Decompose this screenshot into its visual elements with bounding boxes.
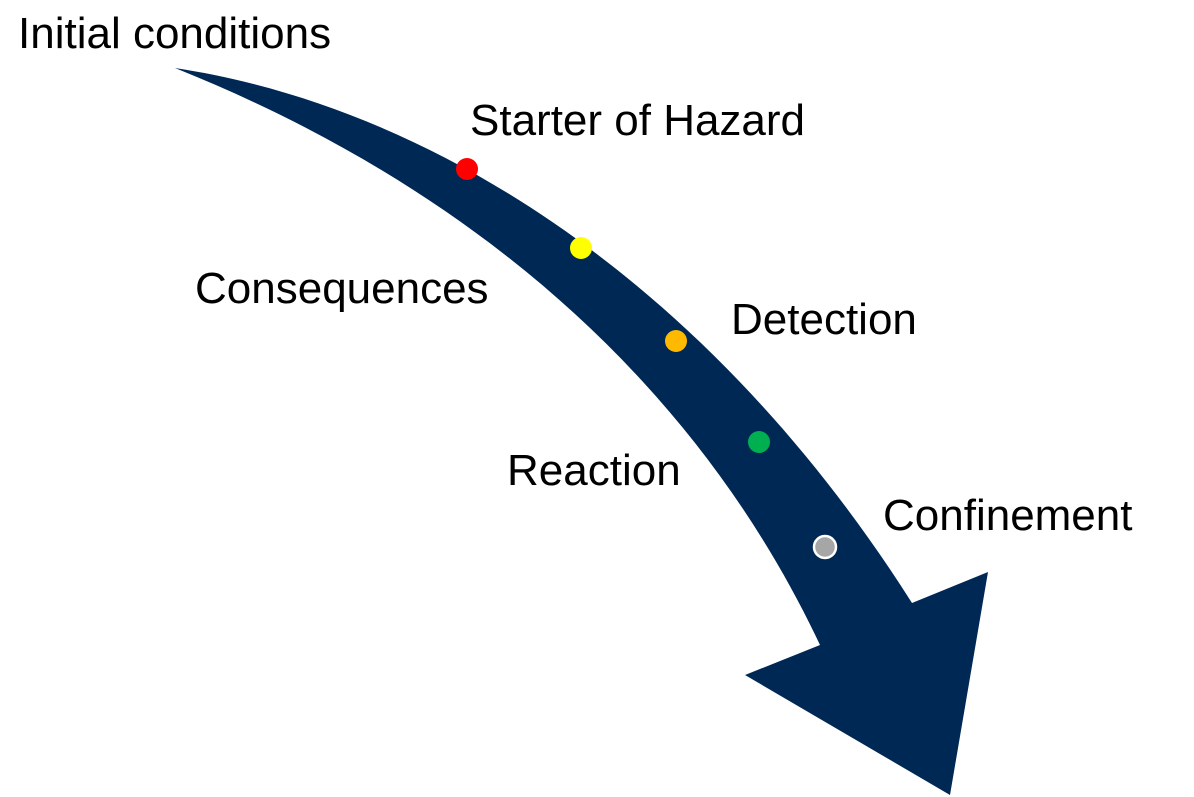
node-dot xyxy=(748,431,770,453)
node-label: Consequences xyxy=(195,264,489,313)
node-dot xyxy=(570,237,592,259)
node-dot xyxy=(456,158,478,180)
start-label: Initial conditions xyxy=(18,9,331,58)
node-dot xyxy=(665,330,687,352)
node-label: Starter of Hazard xyxy=(470,96,805,145)
curved-arrow xyxy=(175,68,988,795)
node-label: Reaction xyxy=(507,446,681,495)
node-label: Detection xyxy=(731,295,917,344)
node-dot xyxy=(812,534,838,560)
node-label: Confinement xyxy=(883,491,1132,540)
